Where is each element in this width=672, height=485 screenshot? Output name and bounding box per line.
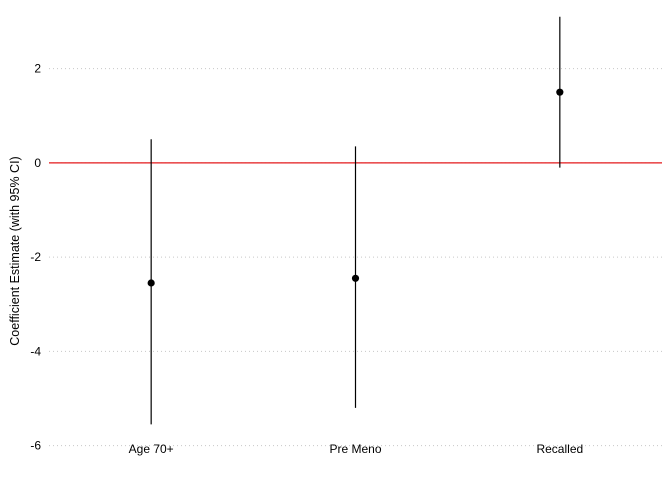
y-axis-title: Coefficient Estimate (with 95% CI) [8,156,22,345]
point-estimate [147,279,155,287]
x-tick-label: Recalled [536,442,583,456]
y-axis-tick-labels: -6 -4 -2 0 2 [30,62,41,453]
y-tick-label: -4 [30,344,41,358]
point-estimate [351,274,360,282]
point-estimate [556,88,564,96]
x-tick-label: Pre Meno [329,442,381,456]
y-tick-label: 2 [34,62,41,76]
x-tick-label: Age 70+ [129,442,174,456]
y-tick-label: 0 [34,156,41,170]
y-tick-label: -2 [30,250,41,264]
point-estimates [147,88,564,287]
y-tick-label: -6 [30,439,41,453]
error-bars [150,16,561,425]
x-axis-tick-labels: Age 70+ Pre Meno Recalled [129,442,584,456]
